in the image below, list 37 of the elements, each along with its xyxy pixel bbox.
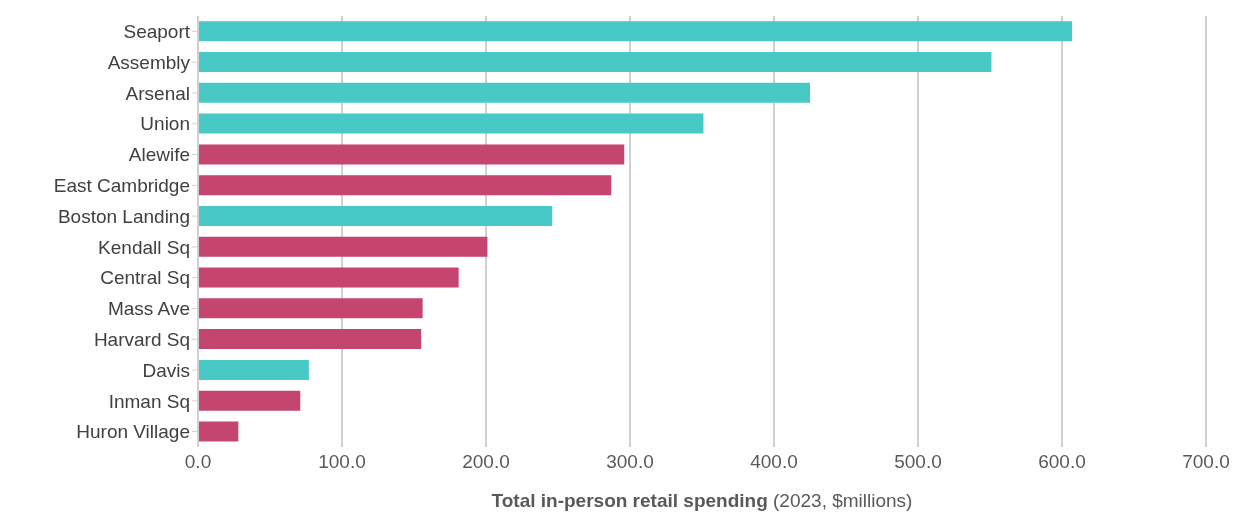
x-tick-label: 100.0 bbox=[318, 451, 366, 473]
bar bbox=[198, 359, 309, 380]
bar bbox=[198, 175, 612, 196]
x-tick-label: 400.0 bbox=[750, 451, 798, 473]
bar bbox=[198, 21, 1073, 42]
x-tick-label: 200.0 bbox=[462, 451, 510, 473]
x-tick-label: 500.0 bbox=[894, 451, 942, 473]
y-tick-label: Mass Ave bbox=[107, 298, 190, 320]
x-axis-title: Total in-person retail spending (2023, $millions) bbox=[491, 490, 913, 511]
y-tick-label: East Cambridge bbox=[53, 175, 190, 197]
y-tick-label: Central Sq bbox=[100, 267, 190, 289]
bar bbox=[198, 113, 704, 134]
y-tick-label: Arsenal bbox=[125, 82, 190, 104]
bar bbox=[198, 144, 625, 165]
y-tick-label: Inman Sq bbox=[108, 390, 190, 412]
bar bbox=[198, 236, 488, 257]
bar bbox=[198, 329, 422, 350]
bar bbox=[198, 52, 992, 73]
y-tick-label: Kendall Sq bbox=[98, 236, 190, 258]
y-tick-label: Davis bbox=[142, 359, 190, 381]
x-tick-label: 600.0 bbox=[1038, 451, 1086, 473]
y-tick-label: Huron Village bbox=[76, 421, 190, 443]
y-tick-label: Assembly bbox=[107, 51, 191, 73]
bar bbox=[198, 421, 239, 442]
x-tick-label: 300.0 bbox=[606, 451, 654, 473]
y-tick-label: Seaport bbox=[123, 21, 191, 43]
x-tick-label: 0.0 bbox=[184, 451, 212, 473]
bar bbox=[198, 298, 423, 319]
bar bbox=[198, 205, 553, 226]
y-tick-label: Boston Landing bbox=[57, 205, 190, 227]
bar bbox=[198, 82, 810, 103]
y-tick-label: Harvard Sq bbox=[93, 328, 190, 350]
y-tick-label: Union bbox=[140, 113, 190, 135]
bar bbox=[198, 267, 459, 288]
y-tick-label: Alewife bbox=[128, 144, 190, 166]
x-tick-label: 700.0 bbox=[1182, 451, 1230, 473]
bar bbox=[198, 390, 301, 411]
